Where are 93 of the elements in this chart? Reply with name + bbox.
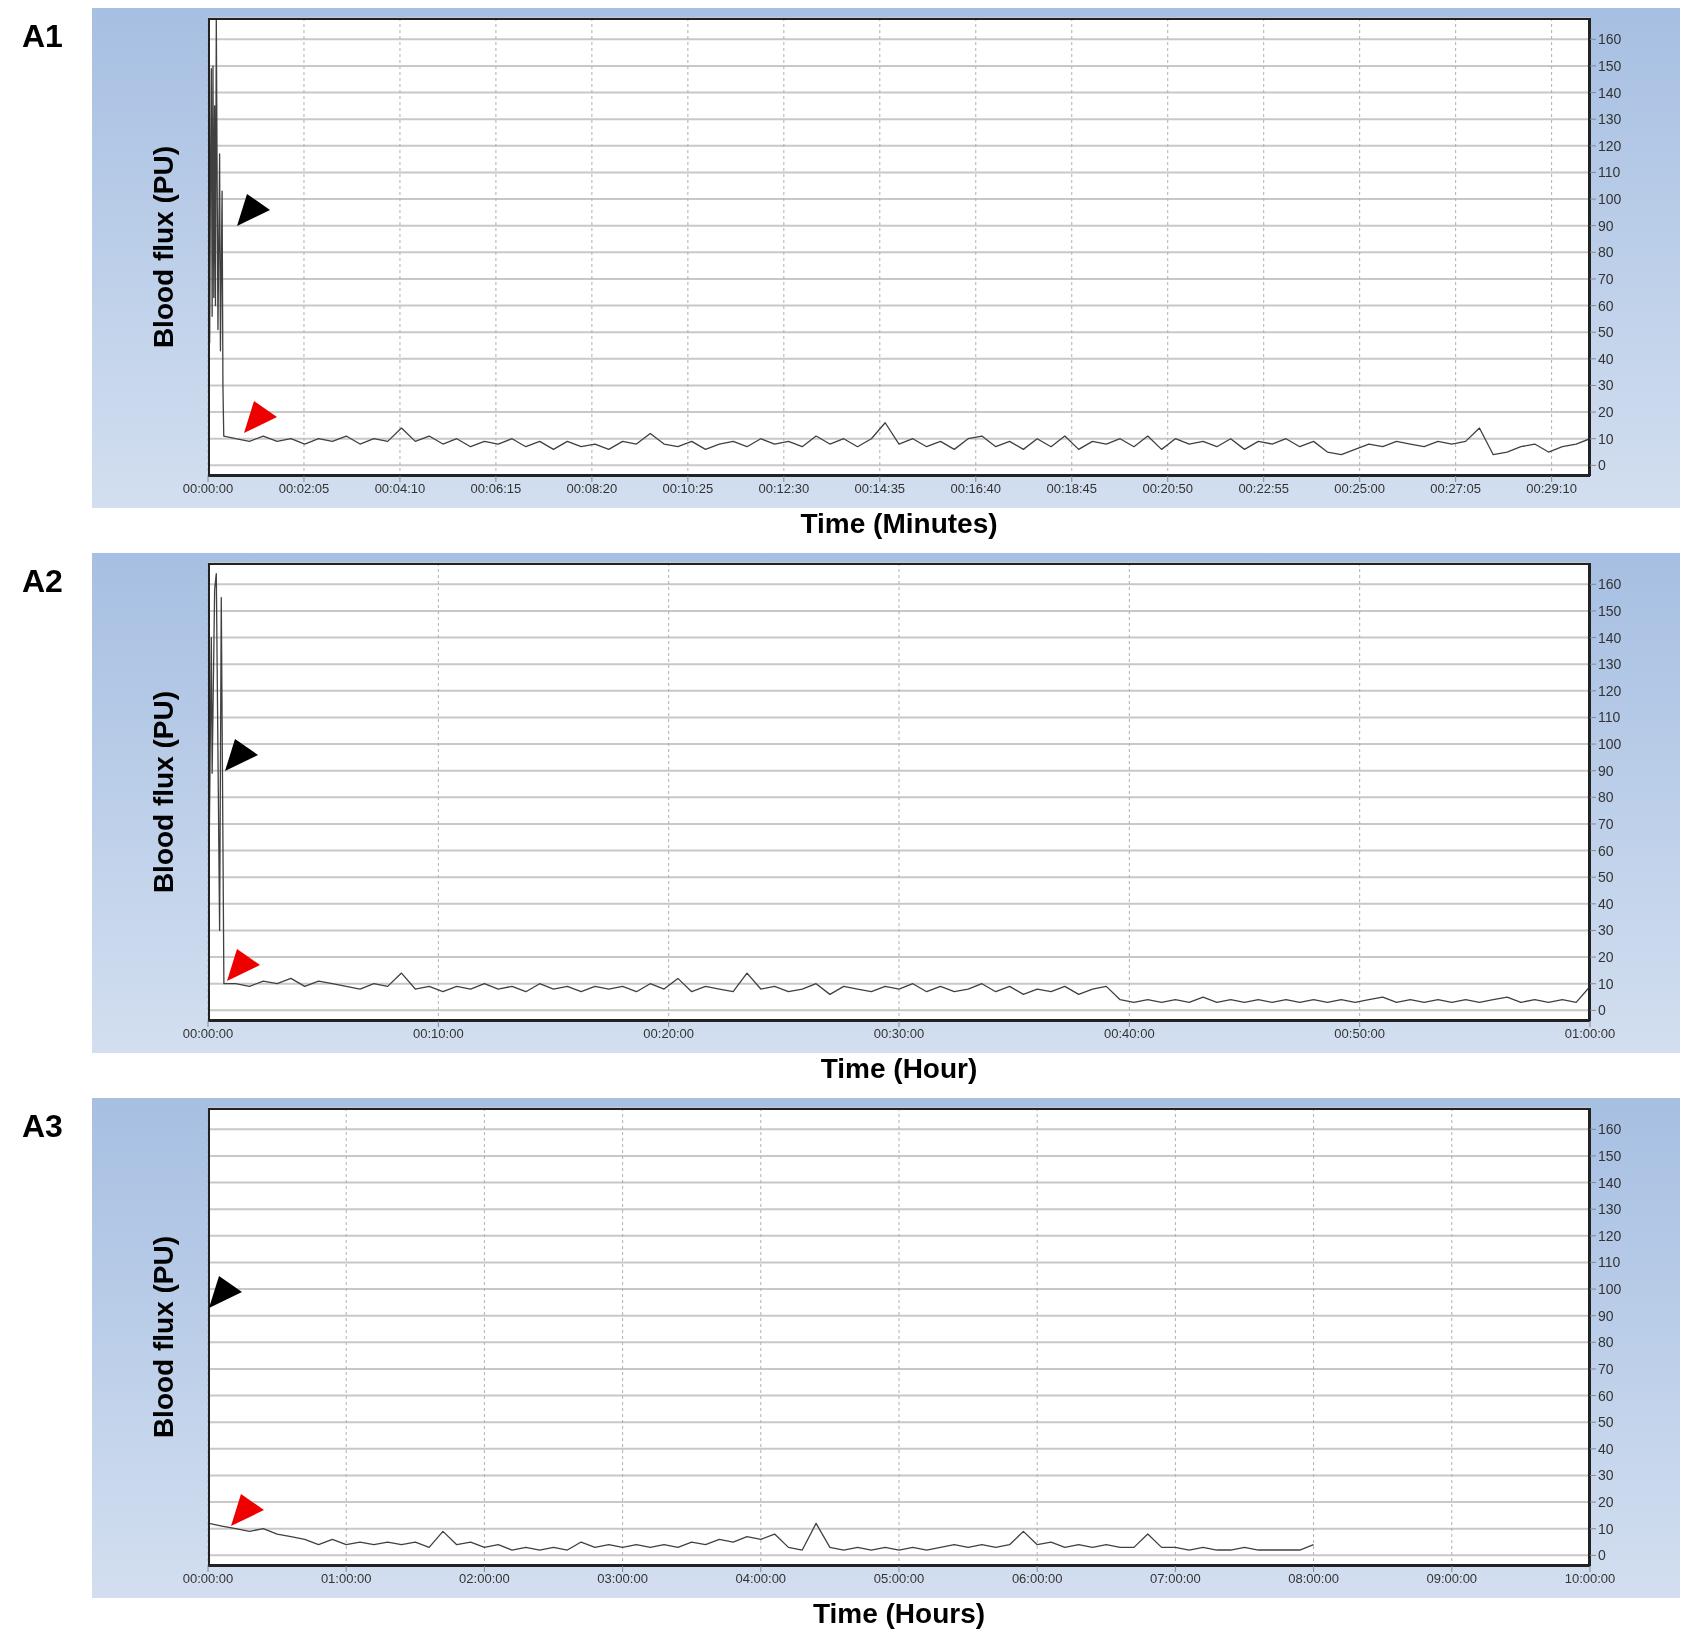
x-tick-label: 00:10:25 [662,481,714,497]
y-tick-label: 0 [1598,1547,1606,1564]
y-tick-label: 0 [1598,457,1606,474]
x-axis-title: Time (Hours) [811,1598,987,1630]
x-tick-label: 00:08:20 [566,481,618,497]
x-axis-title: Time (Hour) [819,1053,979,1085]
y-tick-label: 80 [1598,789,1614,806]
y-axis-title: Blood flux (PU) [147,689,180,896]
x-tick-label: 00:16:40 [950,481,1002,497]
y-tick-label: 60 [1598,1387,1614,1404]
y-tick-label: 130 [1598,111,1622,128]
y-tick-label: 50 [1598,1414,1614,1431]
y-tick-label: 110 [1598,709,1621,726]
x-tick-label: 00:25:00 [1334,481,1385,497]
x-tick-label: 00:18:45 [1046,481,1098,497]
x-tick-label: 00:04:10 [374,481,426,497]
x-tick-label: 00:20:00 [643,1026,694,1042]
x-tick-label: 00:12:30 [758,481,810,497]
x-tick-label: 08:00:00 [1288,1571,1339,1587]
x-tick-label: 00:27:05 [1430,481,1481,497]
chart-title: A3 [22,1108,63,1145]
x-tick-label: 00:22:55 [1238,481,1289,497]
x-tick-label: 01:00:00 [320,1571,372,1587]
y-tick-label: 100 [1598,1281,1622,1298]
y-tick-label: 90 [1598,1307,1614,1324]
y-tick-label: 130 [1598,656,1622,673]
y-tick-label: 50 [1598,324,1614,341]
y-axis-title: Blood flux (PU) [147,1234,180,1441]
y-tick-label: 110 [1598,164,1621,181]
y-tick-label: 80 [1598,1334,1614,1351]
x-tick-label: 00:02:05 [278,481,330,497]
x-tick-label: 00:06:15 [470,481,522,497]
y-tick-label: 10 [1598,430,1614,447]
y-tick-label: 120 [1598,682,1622,699]
x-tick-label: 01:00:00 [1564,1026,1616,1042]
chart-title: A2 [22,563,63,600]
y-tick-label: 110 [1598,1254,1621,1271]
x-tick-label: 05:00:00 [873,1571,925,1587]
y-tick-label: 90 [1598,217,1614,234]
x-tick-label: 00:14:35 [854,481,906,497]
y-tick-label: 40 [1598,1440,1614,1457]
y-tick-label: 100 [1598,191,1622,208]
y-tick-label: 70 [1598,815,1614,832]
y-tick-label: 150 [1598,57,1622,74]
y-tick-label: 0 [1598,1002,1606,1019]
x-tick-label: 00:00:00 [182,1026,234,1042]
y-tick-label: 160 [1598,1121,1622,1138]
y-tick-label: 10 [1598,975,1614,992]
x-tick-label: 07:00:00 [1150,1571,1201,1587]
y-tick-label: 150 [1598,1147,1622,1164]
y-tick-label: 10 [1598,1520,1614,1537]
y-tick-label: 120 [1598,1227,1622,1244]
y-tick-label: 120 [1598,137,1622,154]
y-tick-label: 30 [1598,1467,1614,1484]
x-tick-label: 00:50:00 [1334,1026,1385,1042]
y-tick-label: 40 [1598,350,1614,367]
y-tick-label: 20 [1598,949,1614,966]
y-tick-label: 140 [1598,84,1622,101]
x-tick-label: 00:29:10 [1526,481,1577,497]
x-tick-label: 00:30:00 [873,1026,925,1042]
x-tick-label: 00:20:50 [1142,481,1194,497]
y-tick-label: 30 [1598,377,1614,394]
x-tick-label: 00:40:00 [1104,1026,1155,1042]
y-tick-label: 90 [1598,762,1614,779]
y-tick-label: 60 [1598,842,1614,859]
y-tick-label: 100 [1598,736,1622,753]
y-tick-label: 70 [1598,270,1614,287]
y-tick-label: 150 [1598,602,1622,619]
x-tick-label: 00:00:00 [182,481,234,497]
y-tick-label: 50 [1598,869,1614,886]
y-tick-label: 80 [1598,244,1614,261]
chart-title: A1 [22,18,63,55]
y-tick-label: 130 [1598,1201,1622,1218]
y-tick-label: 40 [1598,895,1614,912]
y-tick-label: 20 [1598,404,1614,421]
y-tick-label: 160 [1598,576,1622,593]
y-tick-label: 20 [1598,1494,1614,1511]
x-tick-label: 06:00:00 [1011,1571,1063,1587]
x-axis-title: Time (Minutes) [799,508,999,540]
x-tick-label: 00:00:00 [182,1571,234,1587]
y-tick-label: 140 [1598,1174,1622,1191]
x-tick-label: 04:00:00 [735,1571,787,1587]
y-axis-title: Blood flux (PU) [147,144,180,351]
y-tick-label: 70 [1598,1360,1614,1377]
y-tick-label: 30 [1598,922,1614,939]
x-tick-label: 02:00:00 [459,1571,510,1587]
y-tick-label: 60 [1598,297,1614,314]
y-tick-label: 140 [1598,629,1622,646]
x-tick-label: 03:00:00 [597,1571,648,1587]
y-tick-label: 160 [1598,31,1622,48]
x-tick-label: 09:00:00 [1426,1571,1478,1587]
x-tick-label: 00:10:00 [413,1026,464,1042]
x-tick-label: 10:00:00 [1564,1571,1616,1587]
